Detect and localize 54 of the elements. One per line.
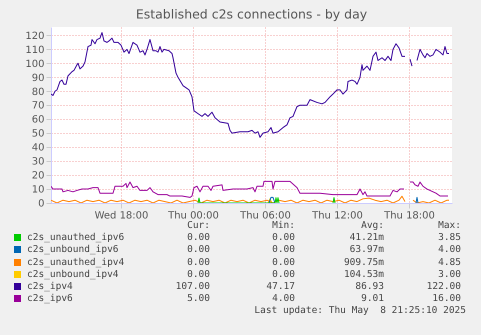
text: 0.00 xyxy=(272,256,295,268)
text: 107.00 xyxy=(176,280,210,292)
text: 0.00 xyxy=(187,256,210,268)
text: Cur: xyxy=(187,220,210,231)
text: 86.93 xyxy=(355,280,384,292)
text: 16.00 xyxy=(432,293,461,304)
y-tick-label: 0 xyxy=(38,198,44,210)
y-tick-label: 110 xyxy=(25,44,44,56)
text: Avg: xyxy=(361,220,384,231)
text: 0.00 xyxy=(187,244,210,256)
y-tick-label: 70 xyxy=(32,100,44,112)
x-tick-label: Thu 18:00 xyxy=(383,210,435,222)
text: 41.21m xyxy=(350,232,384,244)
y-tick-label: 10 xyxy=(32,184,44,196)
text: 3.85 xyxy=(438,232,461,244)
y-tick-label: 120 xyxy=(25,30,44,42)
y-tick-label: 100 xyxy=(25,58,44,70)
text: 4.85 xyxy=(438,256,461,268)
text: 47.17 xyxy=(266,280,295,292)
text: Last update: Thu May 8 21:25:10 2025 xyxy=(254,305,466,316)
legend-label: c2s_ipv4 xyxy=(27,280,73,292)
x-tick-label: Thu 06:00 xyxy=(239,210,291,222)
legend-label: c2s_unbound_ipv4 xyxy=(27,268,119,280)
x-tick-label: Wed 18:00 xyxy=(94,210,148,222)
text: 0.00 xyxy=(272,268,295,280)
legend-label: c2s_unbound_ipv6 xyxy=(27,244,119,256)
legend-label: c2s_unauthed_ipv4 xyxy=(27,256,124,268)
text: Min: xyxy=(272,220,295,231)
y-tick-label: 80 xyxy=(32,86,44,98)
y-tick-label: 50 xyxy=(32,128,44,140)
y-tick-label: 20 xyxy=(32,170,44,182)
text: 4.00 xyxy=(272,293,295,304)
y-tick-label: 90 xyxy=(32,72,44,84)
text: 5.00 xyxy=(187,293,210,304)
text: 3.00 xyxy=(438,268,461,280)
text: 63.97m xyxy=(350,244,384,256)
y-tick-label: 30 xyxy=(32,156,44,168)
chart-title: Established c2s connections - by day xyxy=(136,6,368,22)
legend-label: c2s_unauthed_ipv6 xyxy=(27,232,124,244)
text: 0.00 xyxy=(187,268,210,280)
x-tick-label: Thu 12:00 xyxy=(311,210,363,222)
text: 0.00 xyxy=(272,232,295,244)
text: 4.00 xyxy=(438,244,461,256)
x-tick-label: Thu 00:00 xyxy=(167,210,219,222)
legend-label: c2s_ipv6 xyxy=(27,293,73,304)
y-tick-label: 60 xyxy=(32,114,44,126)
text: 9.01 xyxy=(361,293,384,304)
text: 909.75m xyxy=(344,256,384,268)
text: 104.53m xyxy=(344,268,384,280)
text: Max: xyxy=(438,220,461,231)
text: 122.00 xyxy=(426,280,461,292)
y-tick-label: 40 xyxy=(32,142,44,154)
text: 0.00 xyxy=(272,244,295,256)
text: 0.00 xyxy=(187,232,210,244)
